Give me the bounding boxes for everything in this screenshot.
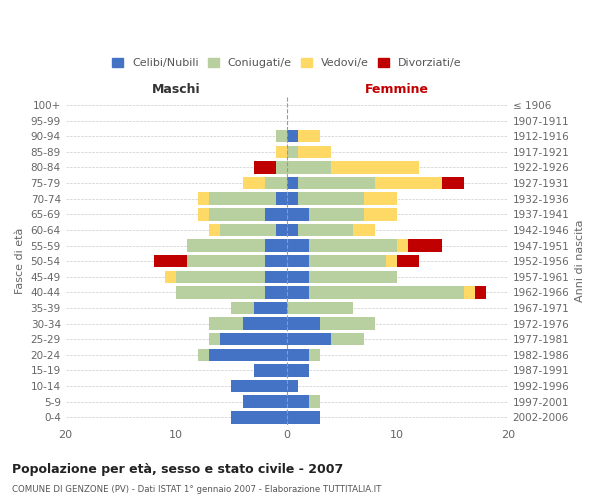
Bar <box>199 192 209 205</box>
Bar <box>309 396 320 408</box>
Bar <box>287 318 320 330</box>
Bar <box>209 192 275 205</box>
Bar <box>320 318 375 330</box>
Text: Maschi: Maschi <box>152 84 200 96</box>
Bar <box>275 146 287 158</box>
Bar <box>275 192 287 205</box>
Bar <box>309 286 464 298</box>
Bar <box>220 224 275 236</box>
Bar <box>187 240 265 252</box>
Bar <box>265 270 287 283</box>
Bar <box>298 224 353 236</box>
Bar <box>232 302 254 314</box>
Bar <box>309 240 397 252</box>
Bar <box>397 240 409 252</box>
Bar <box>220 333 287 345</box>
Bar <box>275 130 287 142</box>
Bar <box>298 177 375 190</box>
Bar <box>464 286 475 298</box>
Bar <box>209 333 220 345</box>
Bar <box>187 255 265 268</box>
Bar <box>287 302 353 314</box>
Bar <box>298 192 364 205</box>
Y-axis label: Anni di nascita: Anni di nascita <box>575 220 585 302</box>
Bar <box>287 192 298 205</box>
Bar <box>275 224 287 236</box>
Bar <box>287 240 309 252</box>
Bar <box>209 318 242 330</box>
Bar <box>265 255 287 268</box>
Bar <box>209 348 287 361</box>
Bar <box>386 255 397 268</box>
Bar <box>287 146 298 158</box>
Bar <box>298 130 320 142</box>
Bar <box>254 161 275 173</box>
Bar <box>309 255 386 268</box>
Bar <box>475 286 486 298</box>
Bar <box>176 270 265 283</box>
Bar <box>287 130 298 142</box>
Bar <box>364 208 397 220</box>
Bar <box>287 224 298 236</box>
Bar <box>409 240 442 252</box>
Bar <box>331 161 419 173</box>
Bar <box>287 380 298 392</box>
Bar <box>287 270 309 283</box>
Bar <box>287 161 331 173</box>
Bar <box>154 255 187 268</box>
Bar <box>265 208 287 220</box>
Bar <box>265 240 287 252</box>
Bar <box>254 364 287 376</box>
Bar <box>287 364 309 376</box>
Bar <box>309 348 320 361</box>
Bar <box>309 208 364 220</box>
Bar <box>275 161 287 173</box>
Bar <box>375 177 442 190</box>
Bar <box>242 396 287 408</box>
Bar <box>254 302 287 314</box>
Bar <box>209 224 220 236</box>
Bar <box>287 396 309 408</box>
Bar <box>242 177 265 190</box>
Bar <box>397 255 419 268</box>
Bar <box>242 318 287 330</box>
Bar <box>265 177 287 190</box>
Bar <box>287 348 309 361</box>
Bar <box>287 286 309 298</box>
Bar <box>309 270 397 283</box>
Legend: Celibi/Nubili, Coniugati/e, Vedovi/e, Divorziati/e: Celibi/Nubili, Coniugati/e, Vedovi/e, Di… <box>108 54 466 73</box>
Bar <box>353 224 375 236</box>
Bar <box>331 333 364 345</box>
Bar <box>364 192 397 205</box>
Bar <box>287 255 309 268</box>
Y-axis label: Fasce di età: Fasce di età <box>15 228 25 294</box>
Bar <box>209 208 265 220</box>
Bar <box>165 270 176 283</box>
Bar <box>287 208 309 220</box>
Bar <box>199 208 209 220</box>
Bar <box>287 177 298 190</box>
Bar <box>176 286 265 298</box>
Text: COMUNE DI GENZONE (PV) - Dati ISTAT 1° gennaio 2007 - Elaborazione TUTTITALIA.IT: COMUNE DI GENZONE (PV) - Dati ISTAT 1° g… <box>12 485 382 494</box>
Bar <box>298 146 331 158</box>
Text: Femmine: Femmine <box>365 84 429 96</box>
Bar <box>199 348 209 361</box>
Bar <box>232 411 287 424</box>
Bar <box>442 177 464 190</box>
Bar <box>265 286 287 298</box>
Bar <box>287 411 320 424</box>
Bar <box>287 333 331 345</box>
Bar <box>232 380 287 392</box>
Text: Popolazione per età, sesso e stato civile - 2007: Popolazione per età, sesso e stato civil… <box>12 462 343 475</box>
